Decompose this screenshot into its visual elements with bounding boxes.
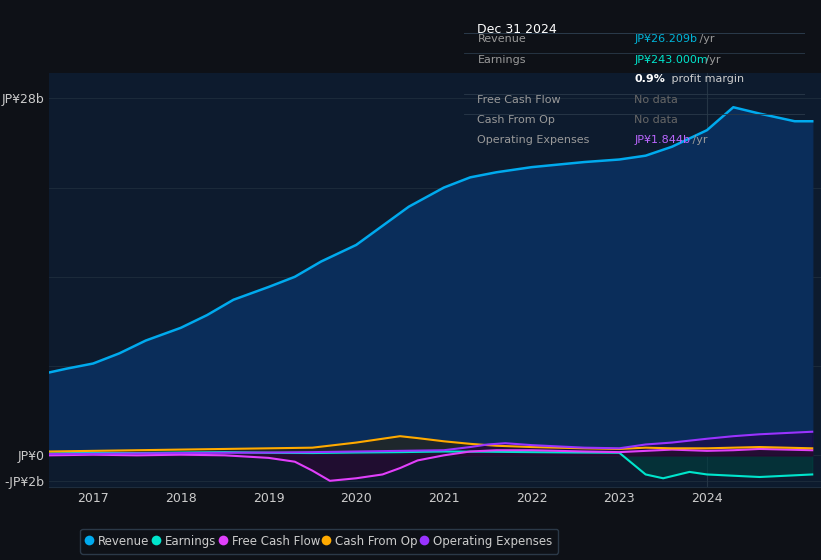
Text: No data: No data <box>635 115 678 125</box>
Text: No data: No data <box>635 95 678 105</box>
Text: /yr: /yr <box>702 55 720 66</box>
Text: /yr: /yr <box>690 136 708 146</box>
Text: Revenue: Revenue <box>478 34 526 44</box>
Text: profit margin: profit margin <box>668 74 745 84</box>
Text: JP¥26.209b: JP¥26.209b <box>635 34 697 44</box>
Text: JP¥1.844b: JP¥1.844b <box>635 136 690 146</box>
Legend: Revenue, Earnings, Free Cash Flow, Cash From Op, Operating Expenses: Revenue, Earnings, Free Cash Flow, Cash … <box>80 529 558 554</box>
Text: JP¥243.000m: JP¥243.000m <box>635 55 708 66</box>
Text: 0.9%: 0.9% <box>635 74 665 84</box>
Text: Cash From Op: Cash From Op <box>478 115 555 125</box>
Text: /yr: /yr <box>695 34 714 44</box>
Text: Earnings: Earnings <box>478 55 526 66</box>
Text: Operating Expenses: Operating Expenses <box>478 136 589 146</box>
Text: Dec 31 2024: Dec 31 2024 <box>478 22 557 36</box>
Text: Free Cash Flow: Free Cash Flow <box>478 95 561 105</box>
